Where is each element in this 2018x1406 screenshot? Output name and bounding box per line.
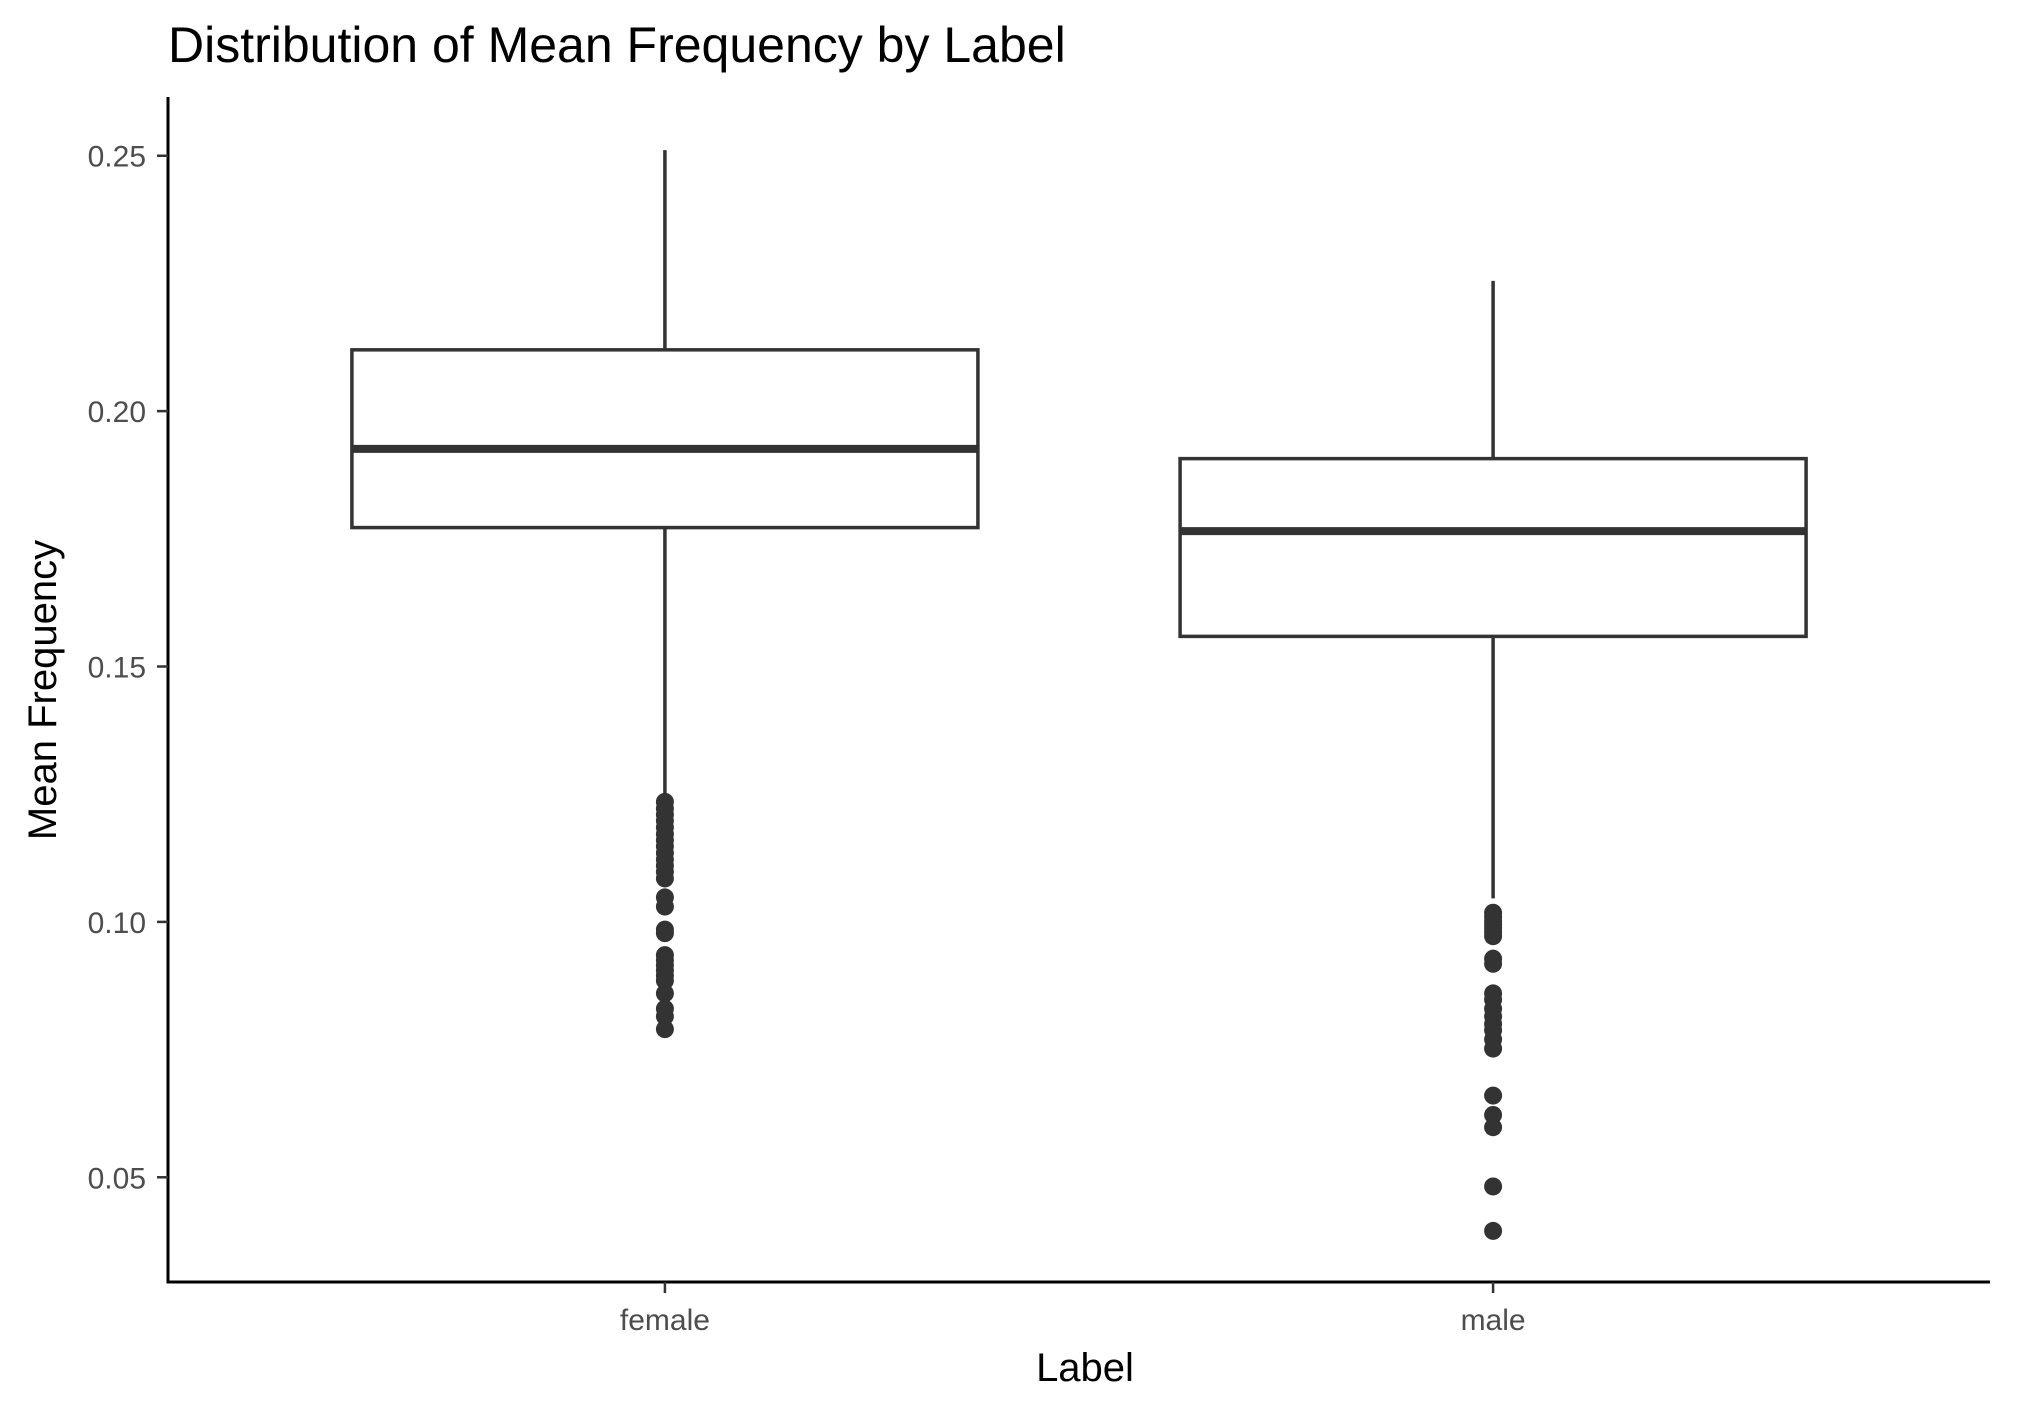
outlier-point <box>1484 927 1503 946</box>
outlier-point <box>655 1007 674 1026</box>
y-tick-label: 0.15 <box>88 652 146 685</box>
y-axis-title: Mean Frequency <box>21 540 65 840</box>
x-axis-ticks: female male <box>620 1282 1526 1337</box>
outlier-point <box>655 971 674 990</box>
outlier-point <box>1484 1039 1503 1058</box>
iqr-box <box>350 348 980 530</box>
y-tick-label: 0.10 <box>88 907 146 940</box>
outlier-point <box>655 924 674 943</box>
y-axis-ticks: 0.05 0.10 0.15 0.20 0.25 <box>88 141 168 1195</box>
x-tick-label: female <box>620 1304 710 1337</box>
iqr-box <box>1178 456 1808 639</box>
outlier-point <box>1484 954 1503 973</box>
outlier-point <box>655 869 674 888</box>
outlier-point <box>655 984 674 1003</box>
outlier-point <box>655 1020 674 1039</box>
outlier-point <box>1484 1118 1503 1137</box>
x-tick-label: male <box>1461 1304 1526 1337</box>
x-axis-title: Label <box>1036 1346 1134 1390</box>
outlier-point <box>1484 1177 1503 1196</box>
outlier-point <box>655 897 674 916</box>
box-female <box>350 150 980 1039</box>
box-male <box>1178 280 1808 1240</box>
chart-title: Distribution of Mean Frequency by Label <box>168 17 1066 73</box>
y-tick-label: 0.25 <box>88 141 146 174</box>
plot-area <box>350 150 1808 1240</box>
outlier-point <box>1484 1221 1503 1240</box>
outlier-point <box>1484 1086 1503 1105</box>
y-tick-label: 0.20 <box>88 396 146 429</box>
y-tick-label: 0.05 <box>88 1162 146 1195</box>
